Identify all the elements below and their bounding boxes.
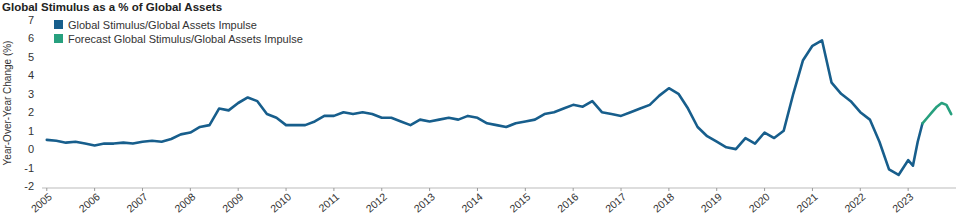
y-tick-label: 5 xyxy=(28,51,34,63)
y-tick-label: -1 xyxy=(24,162,34,174)
x-tick-label: 2019 xyxy=(698,190,724,213)
x-tick-label: 2018 xyxy=(651,190,677,213)
x-tick-label: 2020 xyxy=(746,190,772,213)
legend-label: Forecast Global Stimulus/Global Assets I… xyxy=(68,33,303,45)
x-tick-label: 2009 xyxy=(220,190,246,213)
x-tick-label: 2005 xyxy=(28,190,54,213)
legend-label: Global Stimulus/Global Assets Impulse xyxy=(68,19,257,31)
x-tick-label: 2014 xyxy=(459,190,485,213)
chart: Global Stimulus as a % of Global Assets Y… xyxy=(0,0,960,213)
legend-swatch xyxy=(54,34,63,43)
x-tick-label: 2011 xyxy=(316,190,341,213)
x-tick-label: 2017 xyxy=(603,190,629,213)
y-tick-label: 7 xyxy=(28,14,34,26)
series-line xyxy=(47,40,923,175)
x-tick-label: 2008 xyxy=(172,190,198,213)
x-axis-line xyxy=(42,188,956,189)
x-tick-label: 2022 xyxy=(842,190,868,213)
plot-area xyxy=(47,40,951,175)
x-tick-label: 2010 xyxy=(268,190,294,213)
y-tick-label: 0 xyxy=(28,143,34,155)
y-tick-label: 3 xyxy=(28,88,34,100)
x-tick-label: 2012 xyxy=(363,190,389,213)
y-tick-label: 4 xyxy=(28,69,34,81)
y-axis-label: Year-Over-Year Change (%) xyxy=(2,41,13,166)
x-tick-label: 2007 xyxy=(124,190,150,213)
x-tick-label: 2013 xyxy=(411,190,437,213)
title: Global Stimulus as a % of Global Assets xyxy=(2,1,222,13)
x-tick-label: 2016 xyxy=(555,190,581,213)
y-tick-label: -2 xyxy=(24,180,34,192)
x-tick-label: 2023 xyxy=(890,190,916,213)
y-tick-label: 1 xyxy=(28,125,34,137)
y-tick-label: 2 xyxy=(28,106,34,118)
legend-swatch xyxy=(54,20,63,29)
x-tick-label: 2006 xyxy=(76,190,102,213)
series-line xyxy=(923,103,952,123)
x-tick-label: 2015 xyxy=(507,190,533,213)
y-tick-label: 6 xyxy=(28,32,34,44)
x-tick-label: 2021 xyxy=(794,190,820,213)
